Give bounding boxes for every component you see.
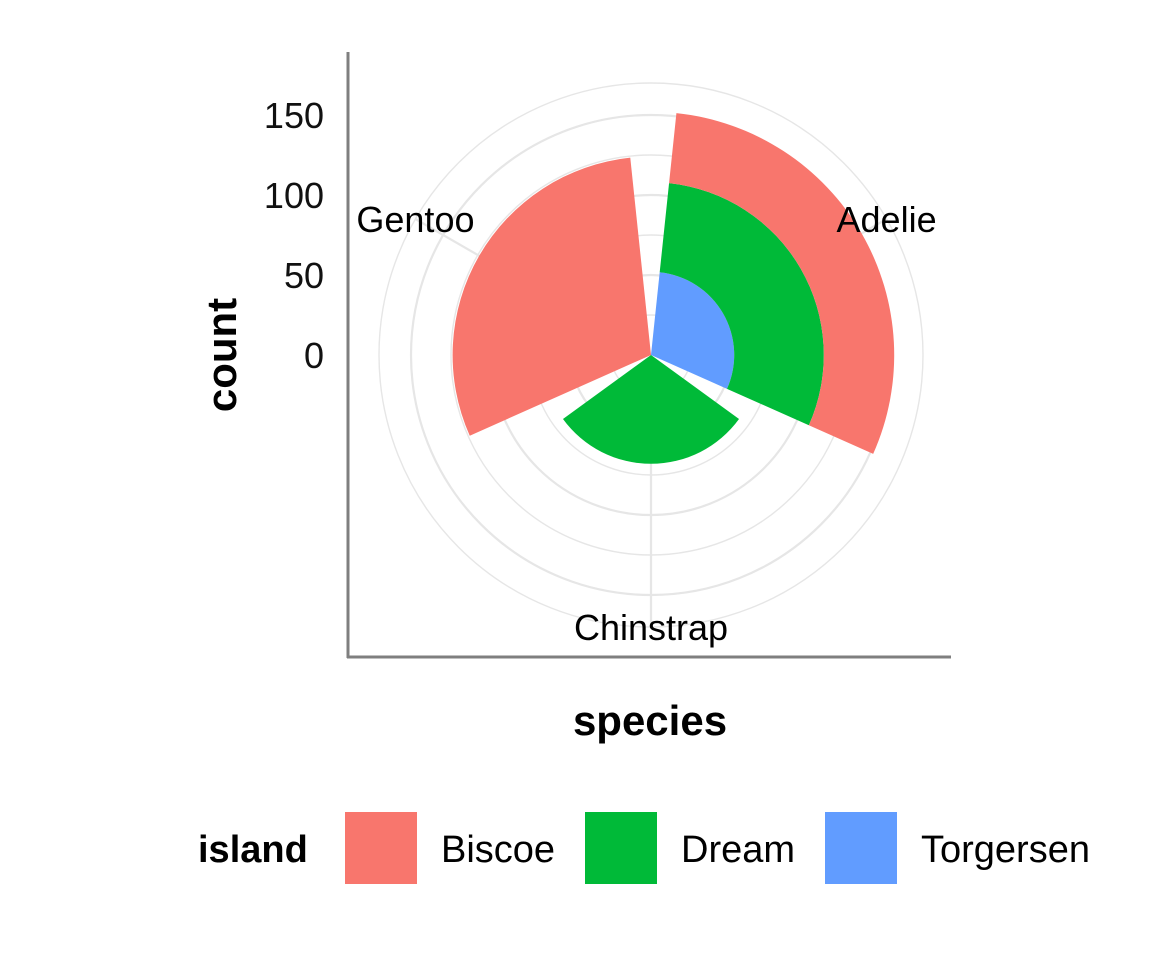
legend-title: island	[198, 829, 308, 871]
legend-label-dream: Dream	[681, 829, 795, 871]
category-labels: Adelie Chinstrap Gentoo	[356, 199, 936, 648]
wedge-chinstrap-dream	[562, 355, 740, 464]
legend-label-biscoe: Biscoe	[441, 829, 555, 871]
legend-swatch-torgersen	[825, 812, 897, 884]
wedge-adelie-torgersen	[651, 272, 735, 389]
y-axis-title: count	[198, 298, 245, 412]
bars	[452, 113, 895, 464]
wedge-adelie-biscoe	[669, 113, 895, 454]
wedge-adelie-dream	[659, 183, 824, 426]
category-label-gentoo: Gentoo	[356, 199, 474, 240]
y-tick-label: 150	[264, 95, 324, 136]
legend-swatch-biscoe	[345, 812, 417, 884]
y-tick-label: 0	[304, 335, 324, 376]
category-label-adelie: Adelie	[837, 199, 937, 240]
legend: island Biscoe Dream Torgersen	[198, 812, 1090, 884]
y-tick-label: 50	[284, 255, 324, 296]
x-axis-title: species	[573, 697, 727, 744]
y-tick-label: 100	[264, 175, 324, 216]
legend-swatch-dream	[585, 812, 657, 884]
wedge-gentoo-biscoe	[452, 157, 651, 436]
category-label-chinstrap: Chinstrap	[574, 607, 728, 648]
axes	[346, 52, 951, 659]
legend-label-torgersen: Torgersen	[921, 829, 1090, 871]
y-tick-labels: 0 50 100 150	[264, 95, 324, 376]
